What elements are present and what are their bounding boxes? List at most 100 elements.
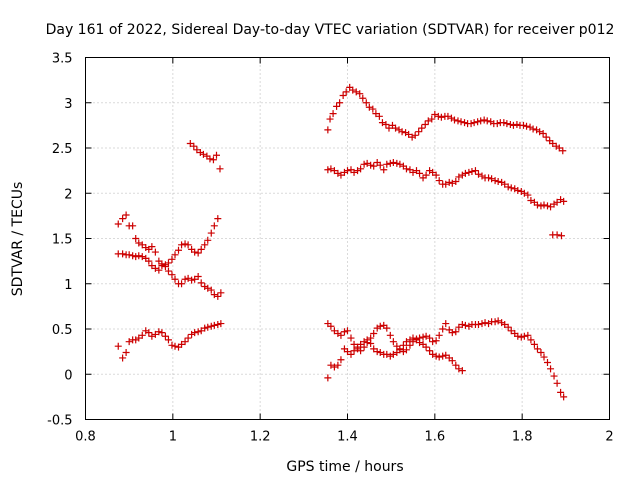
x-axis-ticks: 0.8 1 1.2 1.4 1.6 1.8 2 — [75, 57, 614, 445]
chart-title: Day 161 of 2022, Sidereal Day-to-day VTE… — [46, 22, 615, 38]
data-point — [386, 159, 394, 167]
data-point — [517, 187, 525, 195]
data-point — [194, 328, 202, 336]
data-point — [539, 130, 547, 138]
data-point — [329, 110, 337, 118]
data-point — [448, 329, 456, 337]
data-point — [393, 349, 401, 357]
data-point — [480, 116, 488, 124]
series-track-4 — [114, 320, 225, 362]
data-point — [494, 177, 502, 185]
data-point — [214, 320, 222, 328]
data-point — [145, 257, 153, 265]
data-point — [207, 322, 215, 330]
data-point — [478, 320, 486, 328]
data-point — [455, 173, 463, 181]
data-point — [216, 165, 224, 173]
data-point — [190, 142, 198, 150]
y-tick-label: 2.5 — [52, 142, 73, 157]
data-point — [437, 113, 445, 121]
data-point — [213, 151, 220, 159]
data-point — [422, 343, 430, 351]
data-point — [178, 280, 186, 288]
data-point — [550, 372, 558, 380]
data-point — [500, 119, 508, 127]
data-point — [523, 122, 531, 130]
data-point — [324, 126, 332, 134]
data-point — [217, 320, 225, 328]
data-point — [344, 327, 351, 335]
data-point — [337, 331, 345, 339]
data-point — [428, 115, 436, 123]
data-point — [524, 331, 532, 339]
data-point — [507, 184, 515, 192]
data-point — [450, 116, 458, 124]
data-point — [352, 88, 360, 96]
data-point — [461, 321, 469, 329]
data-point — [383, 324, 391, 332]
y-axis-ticks: -0.5 0 0.5 1 1.5 2 2.5 3 3.5 — [47, 52, 610, 429]
data-point — [488, 175, 496, 183]
y-axis-label: SDTVAR / TECUs — [10, 182, 26, 297]
x-tick-label: 2 — [605, 430, 613, 445]
data-point — [333, 102, 341, 110]
data-point — [209, 156, 217, 164]
data-point — [553, 379, 561, 387]
gridlines — [85, 57, 610, 420]
data-point — [435, 353, 443, 361]
data-point — [181, 275, 189, 283]
data-point — [357, 347, 365, 355]
data-point — [519, 121, 527, 129]
data-point — [542, 133, 550, 141]
data-point — [402, 346, 410, 354]
data-point — [155, 328, 163, 336]
data-point — [442, 180, 450, 188]
data-point — [439, 325, 447, 333]
y-tick-label: 1.5 — [52, 233, 73, 248]
data-point — [199, 150, 207, 158]
x-tick-label: 0.8 — [75, 430, 96, 445]
data-point — [184, 334, 192, 342]
data-point — [529, 125, 537, 133]
data-point — [485, 320, 493, 328]
data-point — [445, 178, 453, 186]
data-point — [171, 275, 179, 283]
data-point — [164, 267, 172, 275]
data-point — [119, 250, 127, 258]
data-point — [537, 349, 545, 357]
data-point — [494, 317, 502, 325]
data-point — [491, 318, 499, 326]
series-track-6 — [324, 158, 568, 211]
data-point — [461, 119, 469, 127]
data-point — [547, 365, 555, 373]
data-point — [526, 123, 534, 131]
data-point — [511, 185, 519, 193]
data-point — [447, 114, 455, 122]
data-point — [129, 222, 137, 230]
data-point — [487, 118, 495, 126]
data-point — [426, 167, 434, 175]
data-point — [175, 246, 183, 254]
data-point — [337, 356, 345, 364]
data-point — [503, 120, 511, 128]
data-point — [161, 332, 169, 340]
data-point — [530, 340, 538, 348]
data-point — [432, 352, 440, 360]
data-point — [386, 331, 394, 339]
data-point — [439, 352, 447, 360]
data-point — [188, 330, 196, 338]
data-point — [402, 129, 410, 137]
data-point — [513, 120, 521, 128]
data-point — [458, 171, 466, 179]
data-point — [125, 338, 133, 346]
data-point — [132, 336, 140, 344]
data-point — [367, 339, 375, 347]
data-point — [197, 279, 205, 287]
data-point — [380, 166, 388, 174]
data-point — [540, 201, 548, 209]
data-point — [350, 347, 358, 355]
data-point — [416, 169, 424, 177]
data-point — [559, 147, 567, 155]
data-point — [383, 160, 391, 168]
data-point — [442, 320, 450, 328]
